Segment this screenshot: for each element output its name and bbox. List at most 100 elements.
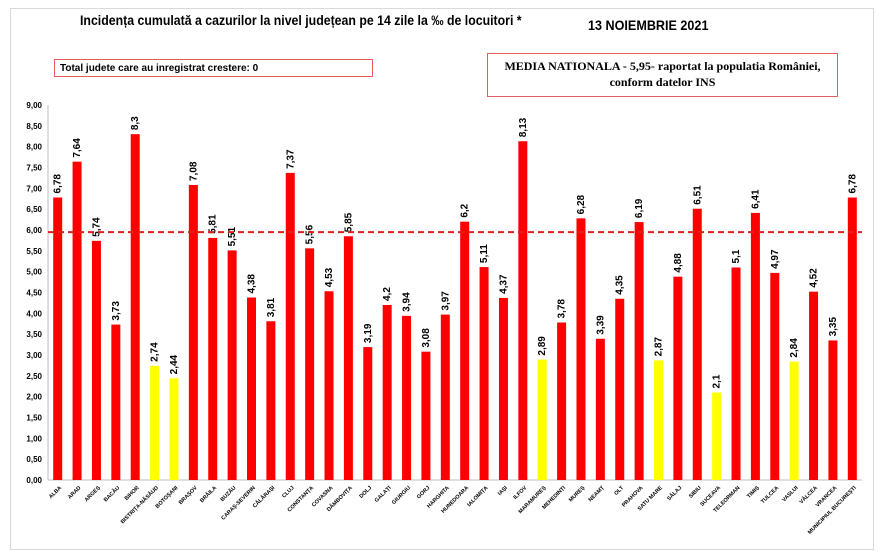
x-tick-label: BUZĂU — [219, 484, 238, 503]
bar-vaslui — [789, 361, 799, 480]
data-label: 3,19 — [363, 323, 374, 343]
data-label: 3,35 — [828, 317, 839, 337]
x-tick-label: SIBIU — [688, 485, 703, 500]
y-tick-label: 6,00 — [26, 226, 42, 235]
bar-timiș — [750, 212, 760, 480]
bar-sibiu — [692, 208, 702, 480]
x-tick-label: ALBA — [48, 485, 63, 500]
data-label: 6,41 — [750, 189, 761, 209]
data-label: 7,64 — [72, 138, 83, 158]
x-tick-label: SĂLAJ — [666, 484, 684, 502]
y-tick-label: 5,50 — [26, 247, 42, 256]
bar-dolj — [363, 347, 373, 480]
data-label: 5,81 — [208, 214, 219, 234]
bar-olt — [615, 298, 625, 480]
increase-count-box: Total judete care au inregistrat crester… — [54, 59, 373, 77]
y-tick-label: 8,50 — [26, 122, 42, 131]
bar-iași — [498, 297, 508, 480]
bar-sălaj — [673, 276, 683, 480]
x-tick-label: GALAȚI — [374, 485, 393, 504]
data-label: 6,78 — [53, 174, 64, 194]
data-label: 3,78 — [557, 299, 568, 319]
bar-argeș — [91, 240, 101, 480]
data-label: 5,1 — [731, 249, 742, 263]
y-tick-label: 8,00 — [26, 143, 42, 152]
x-tick-label: DOLJ — [359, 485, 374, 500]
data-label: 4,38 — [247, 274, 258, 294]
data-label: 4,53 — [324, 267, 335, 287]
x-tick-label: TULCEA — [760, 485, 780, 505]
bar-covasna — [324, 291, 334, 480]
bar-mehedinți — [557, 322, 567, 480]
y-tick-label: 4,50 — [26, 289, 42, 298]
x-tick-label: BRAȘOV — [178, 485, 199, 506]
bar-harghita — [440, 314, 450, 480]
y-tick-label: 1,50 — [26, 414, 42, 423]
data-label: 5,74 — [91, 217, 102, 237]
data-label: 4,88 — [673, 253, 684, 273]
x-tick-label: CLUJ — [281, 485, 295, 499]
y-tick-label: 7,50 — [26, 164, 42, 173]
y-tick-label: 6,50 — [26, 205, 42, 214]
bar-satu-mare — [654, 360, 663, 480]
y-tick-label: 1,00 — [26, 434, 42, 443]
bar-tulcea — [770, 272, 780, 480]
y-tick-label: 9,00 — [26, 101, 42, 110]
data-label: 6,19 — [634, 198, 645, 218]
x-tick-label: ARGEȘ — [84, 485, 102, 503]
x-tick-label: VASLUI — [781, 485, 800, 504]
bar-brăila — [208, 237, 218, 480]
x-tick-label: BACĂU — [102, 484, 121, 503]
bar-bistrița-năsăud — [150, 365, 160, 480]
bar-bacău — [111, 324, 121, 480]
data-label: 3,08 — [421, 328, 432, 348]
bar-călărași — [266, 321, 276, 480]
x-tick-label: OLT — [613, 485, 625, 497]
data-label: 2,87 — [654, 337, 665, 357]
x-tick-label: BRĂILA — [199, 484, 219, 504]
x-tick-label: GIURGIU — [391, 485, 412, 506]
x-tick-label: NEAMȚ — [588, 485, 607, 504]
y-tick-label: 2,00 — [26, 393, 42, 402]
data-label: 2,44 — [169, 354, 180, 374]
y-tick-label: 3,50 — [26, 330, 42, 339]
bar-vâlcea — [809, 291, 819, 480]
bar-hunedoara — [460, 221, 470, 480]
x-tick-label: MUREȘ — [568, 485, 587, 504]
bar-municipiul-bucurești — [847, 197, 857, 480]
data-label: 5,85 — [343, 212, 354, 232]
bar-caraș-severin — [247, 297, 256, 480]
national-average-line1: MEDIA NATIONALA - 5,95- raportat la popu… — [504, 59, 821, 73]
national-average-line2: conform datelor INS — [609, 75, 716, 89]
bar-giurgiu — [402, 315, 412, 480]
data-label: 4,35 — [615, 275, 626, 295]
x-tick-label: ILFOV — [513, 485, 529, 501]
y-tick-label: 0,00 — [26, 476, 42, 485]
data-label: 4,52 — [809, 268, 820, 288]
data-label: 7,08 — [188, 161, 199, 181]
bar-dâmbovița — [343, 236, 353, 480]
x-tick-label: IAȘI — [497, 485, 509, 497]
data-label: 2,89 — [537, 336, 548, 356]
bar-gorj — [421, 351, 431, 480]
bar-vrancea — [828, 340, 838, 480]
data-label: 2,74 — [150, 342, 161, 362]
data-label: 4,37 — [498, 274, 509, 294]
y-tick-label: 3,00 — [26, 351, 42, 360]
chart-date: 13 NOIEMBRIE 2021 — [588, 17, 709, 33]
x-tick-label: BIHOR — [124, 485, 141, 502]
chart-title: Incidența cumulată a cazurilor la nivel … — [80, 12, 522, 28]
y-tick-label: 0,50 — [26, 455, 42, 464]
data-label: 3,73 — [111, 301, 122, 321]
x-tick-label: TIMIȘ — [746, 485, 761, 500]
data-label: 4,2 — [382, 287, 393, 301]
data-label: 6,28 — [576, 194, 587, 214]
data-label: 5,11 — [479, 244, 490, 263]
bar-arad — [72, 161, 82, 480]
data-label: 7,37 — [285, 149, 296, 169]
bar-neamț — [595, 338, 605, 480]
data-label: 8,13 — [518, 117, 529, 137]
bar-mureș — [576, 218, 586, 481]
data-label: 8,3 — [130, 116, 141, 130]
